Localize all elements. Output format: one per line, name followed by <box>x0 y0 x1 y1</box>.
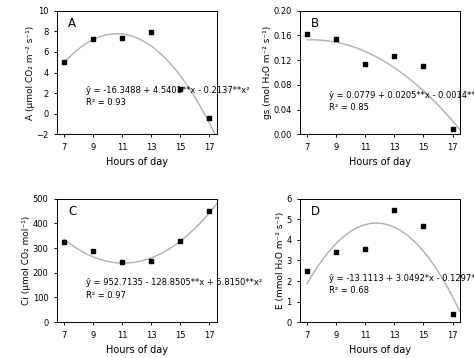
Point <box>177 238 184 243</box>
Point <box>449 311 456 316</box>
Point <box>303 32 311 37</box>
Text: C: C <box>68 205 76 218</box>
Point <box>118 35 126 40</box>
X-axis label: Hours of day: Hours of day <box>106 157 168 167</box>
Point <box>147 258 155 264</box>
Text: A: A <box>68 17 76 30</box>
Point <box>449 126 456 132</box>
Y-axis label: A (μmol CO₂ m⁻² s⁻¹): A (μmol CO₂ m⁻² s⁻¹) <box>26 25 35 120</box>
Point <box>206 208 213 214</box>
Point <box>118 260 126 265</box>
Point <box>60 59 68 65</box>
Point <box>147 29 155 35</box>
Text: ŷ = 952.7135 - 128.8505**x + 5.8150**x²
R² = 0.97: ŷ = 952.7135 - 128.8505**x + 5.8150**x² … <box>86 279 262 300</box>
Point <box>419 63 427 69</box>
Point <box>90 36 97 42</box>
Text: ŷ = -16.3488 + 4.5401**x - 0.2137**x²
R² = 0.93: ŷ = -16.3488 + 4.5401**x - 0.2137**x² R²… <box>86 86 249 107</box>
Point <box>391 207 398 213</box>
Point <box>362 246 369 252</box>
Point <box>362 61 369 67</box>
Text: B: B <box>311 17 319 30</box>
Point <box>206 115 213 121</box>
Point <box>303 268 311 274</box>
Y-axis label: E (mmol H₂O m⁻² s⁻¹): E (mmol H₂O m⁻² s⁻¹) <box>276 212 285 309</box>
Point <box>391 54 398 59</box>
Point <box>90 248 97 254</box>
X-axis label: Hours of day: Hours of day <box>349 345 411 355</box>
Text: D: D <box>311 205 320 218</box>
Text: ŷ = -13.1113 + 3.0492*x - 0.1297**x²
R² = 0.68: ŷ = -13.1113 + 3.0492*x - 0.1297**x² R² … <box>328 274 474 295</box>
Point <box>419 223 427 229</box>
Point <box>332 249 340 255</box>
Y-axis label: Ci (μmol CO₂ mol⁻¹): Ci (μmol CO₂ mol⁻¹) <box>22 216 31 305</box>
Point <box>177 86 184 92</box>
Text: ŷ = 0.0779 + 0.0205**x - 0.0014**x²
R² = 0.85: ŷ = 0.0779 + 0.0205**x - 0.0014**x² R² =… <box>328 91 474 112</box>
Y-axis label: gs (mol H₂O m⁻² s⁻¹): gs (mol H₂O m⁻² s⁻¹) <box>263 26 272 119</box>
X-axis label: Hours of day: Hours of day <box>106 345 168 355</box>
Point <box>60 239 68 245</box>
Point <box>332 36 340 42</box>
X-axis label: Hours of day: Hours of day <box>349 157 411 167</box>
